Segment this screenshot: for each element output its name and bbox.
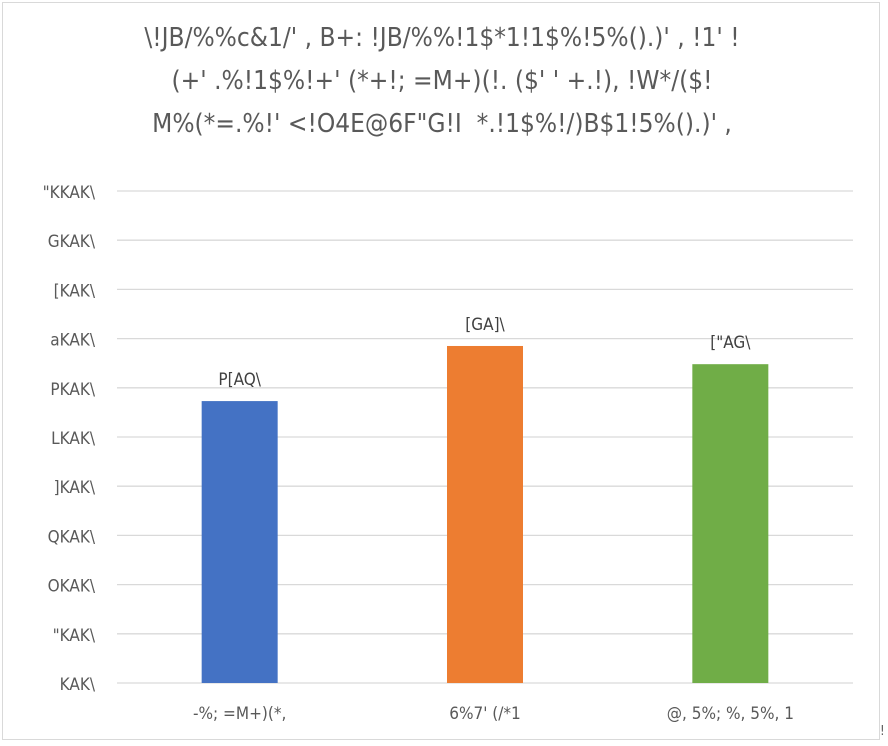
chart-title-line-1: \!JB/%%c&1/' , B+: !JB/%%!1$*1!1$%!5%().… (144, 23, 740, 53)
y-tick-label: KAK\ (60, 675, 96, 695)
data-label: [GA]\ (465, 315, 505, 335)
chart-frame: \!JB/%%c&1/' , B+: !JB/%%!1$*1!1$%!5%().… (2, 2, 880, 740)
x-category-label: -%; =M+)(*, (193, 704, 286, 724)
data-label: P[AQ\ (218, 370, 261, 390)
corner-mark: ! (880, 724, 885, 739)
bar (447, 345, 523, 683)
y-tick-label: [KAK\ (54, 281, 96, 301)
data-label: ["AG\ (710, 333, 751, 353)
x-category-label: @, 5%; %, 5%, 1 (667, 704, 794, 724)
bar (201, 401, 278, 683)
y-tick-label: "KKAK\ (43, 183, 96, 203)
y-tick-label: PKAK\ (50, 380, 95, 400)
y-tick-label: ]KAK\ (54, 478, 96, 498)
y-tick-label: QKAK\ (48, 527, 96, 547)
y-tick-label: GKAK\ (48, 232, 96, 252)
chart-title-line-3: M%(*=.%!' <!O4E@6F"G!I *.!1$%!/)B$1!5%()… (152, 109, 732, 139)
y-tick-label: aKAK\ (50, 331, 96, 351)
chart-title: \!JB/%%c&1/' , B+: !JB/%%!1$*1!1$%!5%().… (3, 17, 881, 146)
y-tick-label: LKAK\ (51, 429, 96, 449)
y-tick-label: "KAK\ (53, 626, 96, 646)
chart-title-line-2: (+' .%!1$%!+' (*+!; =M+)(!. ($' ' +.!), … (171, 66, 713, 96)
y-tick-label: OKAK\ (48, 577, 96, 597)
bar (692, 364, 769, 683)
bar-chart: KAK\ "KAK\ OKAK\ QKAK\ ]KAK\ LKAK\ PKAK\ aKAK\ [… (43, 183, 853, 724)
x-category-label: 6%7' (/*1 (449, 704, 521, 724)
